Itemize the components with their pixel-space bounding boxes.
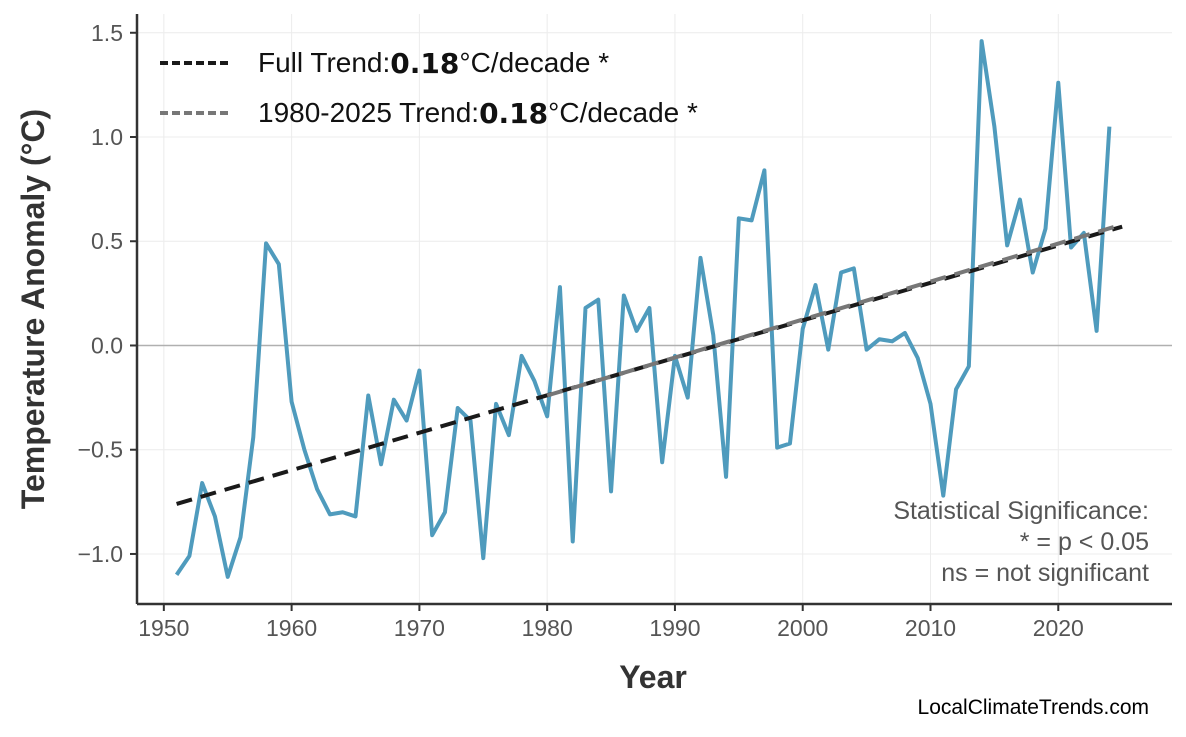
x-tick-label: 2010: [905, 615, 956, 641]
y-tick-label: 1.0: [91, 124, 123, 150]
y-tick-label: −0.5: [78, 437, 123, 463]
significance-note: Statistical Significance: * = p < 0.05 n…: [893, 496, 1149, 589]
y-axis-title: Temperature Anomaly (°C): [15, 109, 51, 509]
temperature-series-line: [174, 39, 1112, 579]
x-tick-label: 1990: [649, 615, 700, 641]
y-tick-label: 0.5: [91, 228, 123, 254]
source-watermark: LocalClimateTrends.com: [917, 696, 1149, 719]
x-tick-label: 1950: [138, 615, 189, 641]
legend-swatch-full-trend: [160, 61, 228, 65]
x-tick-label: 2000: [777, 615, 828, 641]
legend-swatch-recent-trend: [160, 111, 228, 115]
x-tick-label: 1960: [266, 615, 317, 641]
legend: Full Trend: 0.18 °C/decade * 1980-2025 Tr…: [160, 38, 698, 138]
legend-label: Full Trend:: [258, 47, 391, 78]
x-tick-label: 1980: [522, 615, 573, 641]
x-tick-label: 1970: [394, 615, 445, 641]
y-tick-label: −1.0: [78, 541, 123, 567]
legend-suffix: °C/decade *: [548, 97, 698, 128]
legend-label: 1980-2025 Trend:: [258, 97, 480, 128]
legend-suffix: °C/decade *: [459, 47, 610, 78]
full-trend-line: [176, 224, 1123, 506]
y-tick-label: 1.5: [91, 20, 123, 46]
significance-title: Statistical Significance:: [893, 497, 1149, 525]
legend-value: 0.18: [390, 46, 460, 80]
x-axis-title: Year: [619, 659, 687, 695]
x-tick-label: 2020: [1033, 615, 1084, 641]
legend-value: 0.18: [479, 96, 549, 130]
significance-line: ns = not significant: [941, 559, 1149, 587]
y-tick-label: 0.0: [91, 332, 123, 358]
legend-item-full-trend: Full Trend: 0.18 °C/decade *: [160, 38, 698, 88]
legend-item-recent-trend: 1980-2025 Trend: 0.18 °C/decade *: [160, 88, 698, 138]
significance-line: * = p < 0.05: [1019, 528, 1149, 556]
